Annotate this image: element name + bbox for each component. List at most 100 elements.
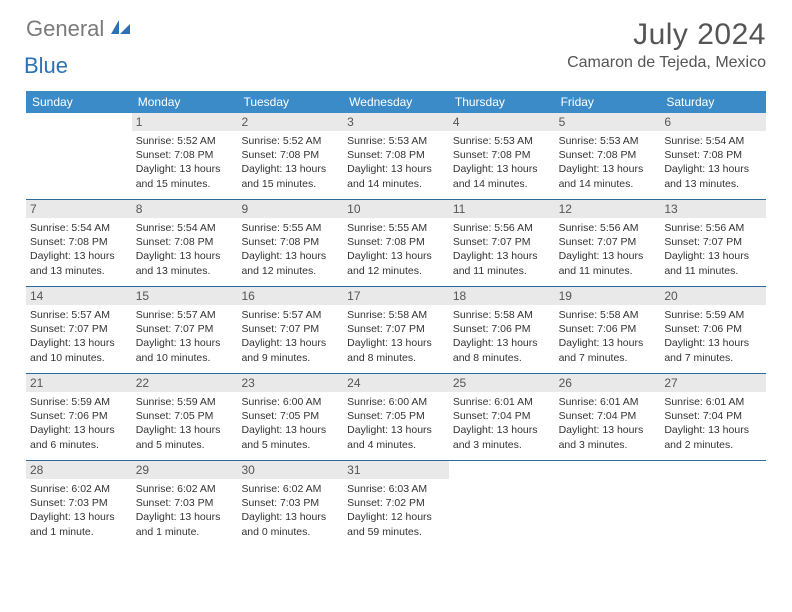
sunrise-line: Sunrise: 5:55 AM: [241, 221, 339, 235]
sunrise-line: Sunrise: 5:57 AM: [136, 308, 234, 322]
day-cell: 8Sunrise: 5:54 AMSunset: 7:08 PMDaylight…: [132, 200, 238, 286]
sunset-line: Sunset: 7:04 PM: [664, 409, 762, 423]
day-number: 11: [449, 200, 555, 218]
day-number: 30: [237, 461, 343, 479]
day-cell: 14Sunrise: 5:57 AMSunset: 7:07 PMDayligh…: [26, 287, 132, 373]
daylight-line: Daylight: 13 hours and 9 minutes.: [241, 336, 339, 364]
sunrise-line: Sunrise: 5:54 AM: [30, 221, 128, 235]
daylight-line: Daylight: 13 hours and 3 minutes.: [559, 423, 657, 451]
sunrise-line: Sunrise: 6:03 AM: [347, 482, 445, 496]
sunrise-line: Sunrise: 5:59 AM: [30, 395, 128, 409]
day-number: 25: [449, 374, 555, 392]
calendar-grid: Sunday Monday Tuesday Wednesday Thursday…: [26, 91, 766, 547]
day-cell: 16Sunrise: 5:57 AMSunset: 7:07 PMDayligh…: [237, 287, 343, 373]
sunset-line: Sunset: 7:07 PM: [136, 322, 234, 336]
week-row: 14Sunrise: 5:57 AMSunset: 7:07 PMDayligh…: [26, 286, 766, 373]
sunrise-line: Sunrise: 6:00 AM: [347, 395, 445, 409]
day-cell: [555, 461, 661, 547]
day-header-mon: Monday: [132, 91, 238, 113]
sunrise-line: Sunrise: 5:57 AM: [30, 308, 128, 322]
day-cell: 23Sunrise: 6:00 AMSunset: 7:05 PMDayligh…: [237, 374, 343, 460]
day-header-wed: Wednesday: [343, 91, 449, 113]
day-number: 16: [237, 287, 343, 305]
day-cell: 6Sunrise: 5:54 AMSunset: 7:08 PMDaylight…: [660, 113, 766, 199]
sunset-line: Sunset: 7:06 PM: [453, 322, 551, 336]
sunrise-line: Sunrise: 5:53 AM: [559, 134, 657, 148]
sunset-line: Sunset: 7:03 PM: [30, 496, 128, 510]
sunset-line: Sunset: 7:05 PM: [347, 409, 445, 423]
day-cell: 15 Sunrise: 5:57 AMSunset: 7:07 PMDayligh…: [132, 287, 238, 373]
daylight-line: Daylight: 13 hours and 8 minutes.: [347, 336, 445, 364]
daylight-line: Daylight: 13 hours and 3 minutes.: [453, 423, 551, 451]
day-cell: 5Sunrise: 5:53 AMSunset: 7:08 PMDaylight…: [555, 113, 661, 199]
sunset-line: Sunset: 7:05 PM: [136, 409, 234, 423]
sunrise-line: Sunrise: 5:54 AM: [664, 134, 762, 148]
calendar-page: General Blue July 2024 Camaron de Tejeda…: [0, 0, 792, 547]
logo-sail-icon: [110, 18, 132, 41]
daylight-line: Daylight: 13 hours and 13 minutes.: [664, 162, 762, 190]
location-text: Camaron de Tejeda, Mexico: [567, 54, 766, 72]
day-cell: 12Sunrise: 5:56 AMSunset: 7:07 PMDayligh…: [555, 200, 661, 286]
sunset-line: Sunset: 7:07 PM: [347, 322, 445, 336]
sunset-line: Sunset: 7:07 PM: [664, 235, 762, 249]
sunset-line: Sunset: 7:08 PM: [136, 235, 234, 249]
daylight-line: Daylight: 13 hours and 12 minutes.: [347, 249, 445, 277]
day-number: 27: [660, 374, 766, 392]
sunset-line: Sunset: 7:06 PM: [559, 322, 657, 336]
day-cell: 10Sunrise: 5:55 AMSunset: 7:08 PMDayligh…: [343, 200, 449, 286]
weeks-container: 1Sunrise: 5:52 AMSunset: 7:08 PMDaylight…: [26, 113, 766, 547]
day-cell: 11Sunrise: 5:56 AMSunset: 7:07 PMDayligh…: [449, 200, 555, 286]
day-cell: 27Sunrise: 6:01 AMSunset: 7:04 PMDayligh…: [660, 374, 766, 460]
logo: General Blue: [26, 18, 132, 77]
day-number: 15: [132, 287, 238, 305]
day-number: 20: [660, 287, 766, 305]
sunrise-line: Sunrise: 5:53 AM: [453, 134, 551, 148]
day-number: 10: [343, 200, 449, 218]
day-header-sun: Sunday: [26, 91, 132, 113]
sunset-line: Sunset: 7:03 PM: [136, 496, 234, 510]
day-number: 8: [132, 200, 238, 218]
daylight-line: Daylight: 13 hours and 5 minutes.: [136, 423, 234, 451]
day-cell: 24Sunrise: 6:00 AMSunset: 7:05 PMDayligh…: [343, 374, 449, 460]
day-cell: 22Sunrise: 5:59 AMSunset: 7:05 PMDayligh…: [132, 374, 238, 460]
day-cell: 13Sunrise: 5:56 AMSunset: 7:07 PMDayligh…: [660, 200, 766, 286]
sunset-line: Sunset: 7:07 PM: [559, 235, 657, 249]
sunrise-line: Sunrise: 5:53 AM: [347, 134, 445, 148]
week-row: 21Sunrise: 5:59 AMSunset: 7:06 PMDayligh…: [26, 373, 766, 460]
sunrise-line: Sunrise: 6:01 AM: [453, 395, 551, 409]
day-cell: [449, 461, 555, 547]
week-row: 7Sunrise: 5:54 AMSunset: 7:08 PMDaylight…: [26, 199, 766, 286]
daylight-line: Daylight: 13 hours and 15 minutes.: [136, 162, 234, 190]
day-cell: 3Sunrise: 5:53 AMSunset: 7:08 PMDaylight…: [343, 113, 449, 199]
day-number: 2: [237, 113, 343, 131]
daylight-line: Daylight: 13 hours and 6 minutes.: [30, 423, 128, 451]
sunrise-line: Sunrise: 5:58 AM: [453, 308, 551, 322]
daylight-line: Daylight: 13 hours and 10 minutes.: [136, 336, 234, 364]
daylight-line: Daylight: 12 hours and 59 minutes.: [347, 510, 445, 538]
day-number: 6: [660, 113, 766, 131]
sunrise-line: Sunrise: 5:54 AM: [136, 221, 234, 235]
daylight-line: Daylight: 13 hours and 14 minutes.: [559, 162, 657, 190]
day-number: 21: [26, 374, 132, 392]
daylight-line: Daylight: 13 hours and 10 minutes.: [30, 336, 128, 364]
sunset-line: Sunset: 7:02 PM: [347, 496, 445, 510]
daylight-line: Daylight: 13 hours and 1 minute.: [136, 510, 234, 538]
day-header-row: Sunday Monday Tuesday Wednesday Thursday…: [26, 91, 766, 113]
daylight-line: Daylight: 13 hours and 5 minutes.: [241, 423, 339, 451]
daylight-line: Daylight: 13 hours and 2 minutes.: [664, 423, 762, 451]
sunset-line: Sunset: 7:08 PM: [347, 235, 445, 249]
day-cell: 31Sunrise: 6:03 AMSunset: 7:02 PMDayligh…: [343, 461, 449, 547]
day-number: 12: [555, 200, 661, 218]
day-header-tue: Tuesday: [237, 91, 343, 113]
day-cell: 17Sunrise: 5:58 AMSunset: 7:07 PMDayligh…: [343, 287, 449, 373]
day-number: 13: [660, 200, 766, 218]
page-title: July 2024: [567, 18, 766, 52]
daylight-line: Daylight: 13 hours and 7 minutes.: [559, 336, 657, 364]
sunset-line: Sunset: 7:08 PM: [241, 235, 339, 249]
logo-blue-text: Blue: [24, 55, 132, 77]
daylight-line: Daylight: 13 hours and 11 minutes.: [453, 249, 551, 277]
sunset-line: Sunset: 7:08 PM: [453, 148, 551, 162]
sunrise-line: Sunrise: 6:02 AM: [136, 482, 234, 496]
sunset-line: Sunset: 7:07 PM: [30, 322, 128, 336]
daylight-line: Daylight: 13 hours and 4 minutes.: [347, 423, 445, 451]
